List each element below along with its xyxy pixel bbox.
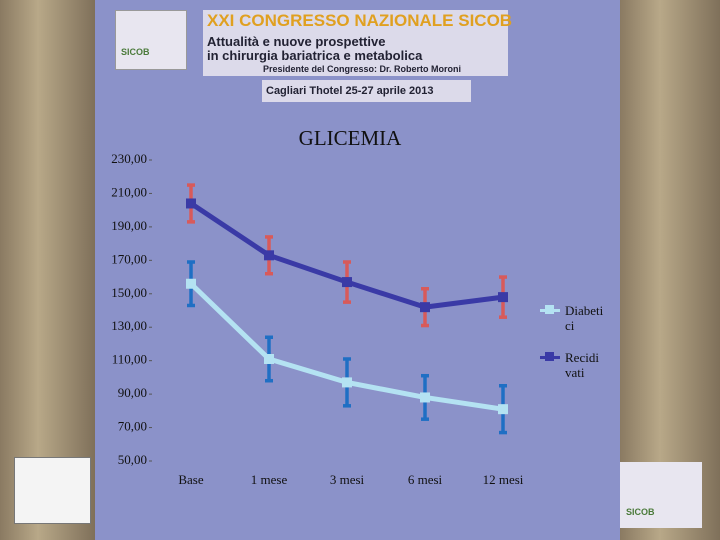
marker <box>264 353 274 364</box>
y-tick-label: 110,00 <box>112 352 147 367</box>
logo-text: SICOB <box>121 47 150 57</box>
marker <box>342 377 352 388</box>
marker <box>498 404 508 415</box>
y-tick-label: 50,00 <box>118 452 147 467</box>
header-venue: Cagliari Thotel 25-27 aprile 2013 <box>262 80 471 102</box>
marker <box>498 292 508 303</box>
y-tick-label: 70,00 <box>118 419 147 434</box>
university-seal <box>14 457 91 524</box>
y-tick-label: 170,00 <box>111 251 147 266</box>
y-tick-label: 90,00 <box>118 385 147 400</box>
legend-marker <box>545 352 554 361</box>
y-tick-label: 230,00 <box>111 151 147 166</box>
logo-box: SICOB <box>115 10 187 70</box>
legend-marker <box>545 305 554 314</box>
x-tick-label: 3 mesi <box>330 472 365 487</box>
marker <box>342 277 352 288</box>
legend-label: Recidivati <box>565 350 599 380</box>
header-subtitle: in chirurgia bariatrica e metabolica <box>207 48 423 63</box>
header-subtitle: Attualità e nuove prospettive <box>207 34 386 49</box>
y-tick-label: 190,00 <box>111 218 147 233</box>
x-tick-label: 12 mesi <box>483 472 524 487</box>
column-right <box>620 0 720 540</box>
header-title: XXI CONGRESSO NAZIONALE SICOB <box>207 11 513 30</box>
header-president: Presidente del Congresso: Dr. Roberto Mo… <box>263 64 462 74</box>
x-tick-label: Base <box>178 472 204 487</box>
y-tick-label: 130,00 <box>111 318 147 333</box>
footer-logo-text: SICOB <box>626 507 655 517</box>
y-tick-label: 210,00 <box>111 184 147 199</box>
marker <box>264 250 274 261</box>
footer-logo-box: SICOB <box>620 462 702 528</box>
x-tick-label: 6 mesi <box>408 472 443 487</box>
y-tick-label: 150,00 <box>111 285 147 300</box>
x-tick-label: 1 mese <box>251 472 288 487</box>
legend-label: Diabetici <box>565 303 604 333</box>
marker <box>186 198 196 209</box>
marker <box>420 392 430 403</box>
marker <box>420 302 430 313</box>
title-box <box>203 10 508 76</box>
column-left <box>0 0 95 540</box>
chart-title: GLICEMIA <box>299 126 402 150</box>
banner: SICOB XXI CONGRESSO NAZIONALE SICOB Attu… <box>95 0 620 135</box>
marker <box>186 278 196 289</box>
